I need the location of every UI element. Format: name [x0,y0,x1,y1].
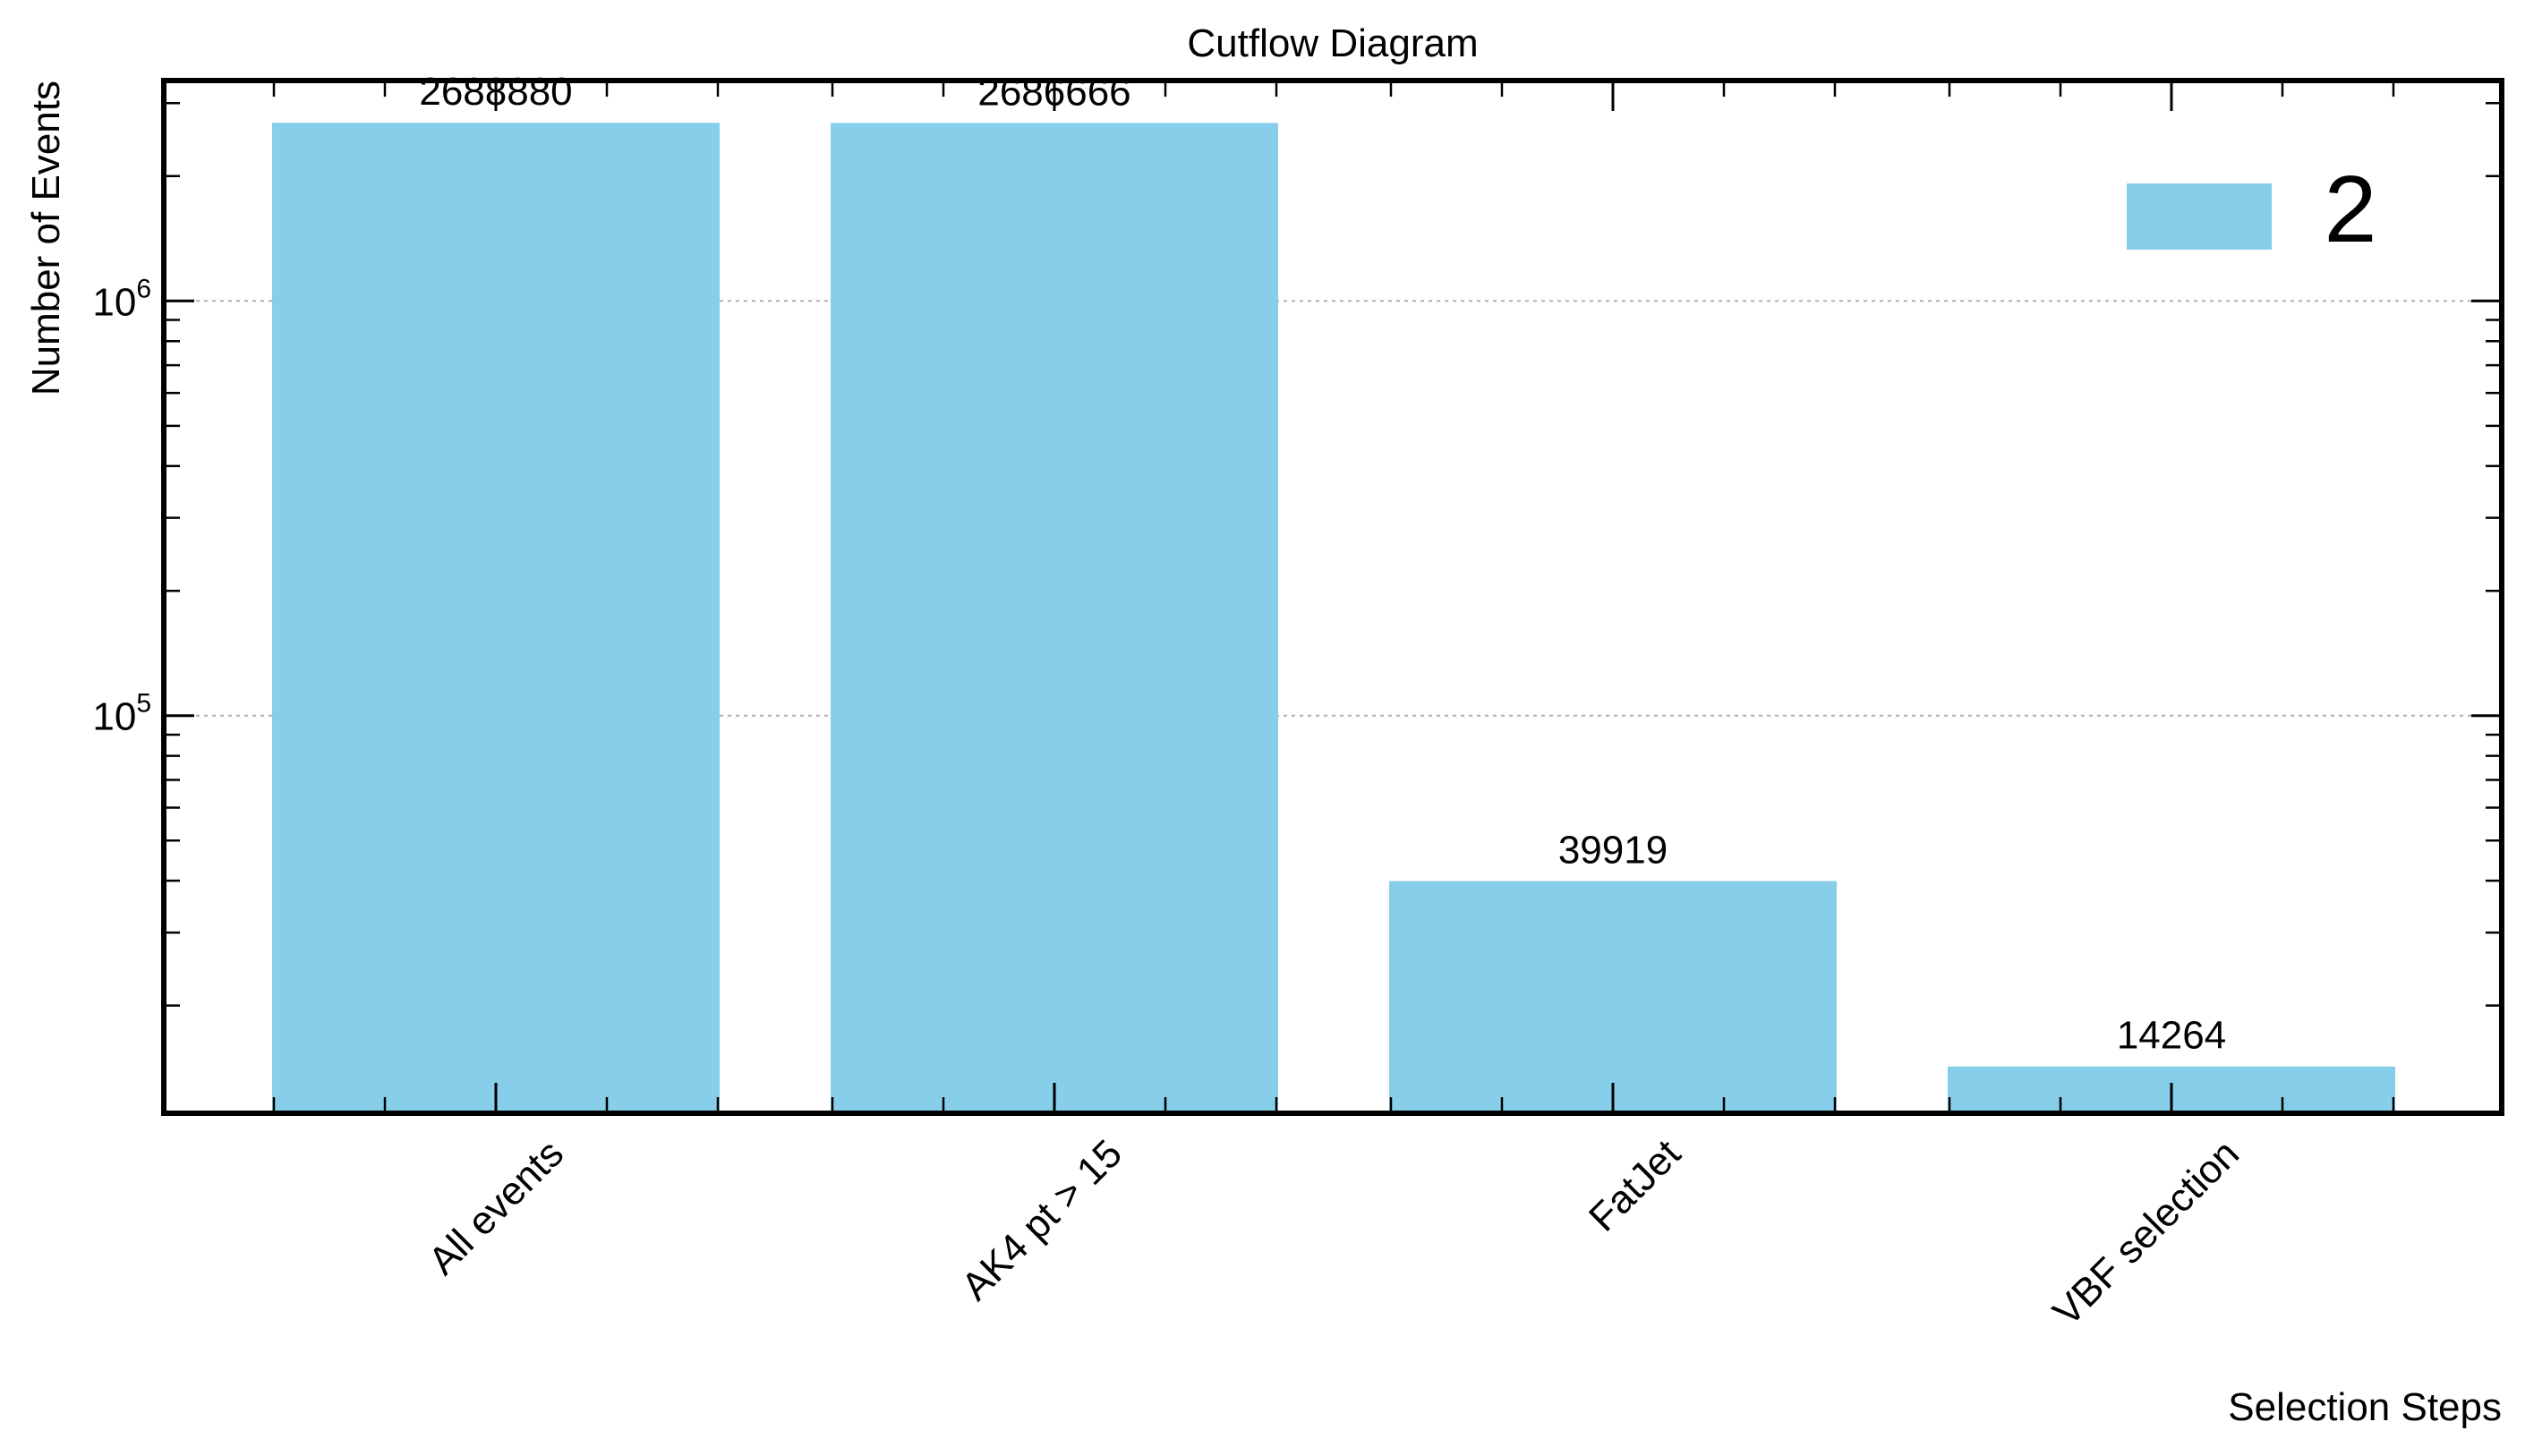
plot-frame [161,78,2504,1116]
legend: 2 [2127,157,2376,262]
x-tick-labels: All events AK4 pt > 15 FatJet VBF selection [421,1131,2248,1334]
y-axis-label: Number of Events [24,81,68,396]
bars [272,123,2395,1114]
y-tick-label: 105 [92,689,151,739]
x-tick-label: VBF selection [2044,1131,2248,1334]
x-tick-label: AK4 pt > 15 [953,1131,1130,1308]
bar-value-label: 14264 [2117,1014,2226,1058]
bar [272,123,720,1113]
bar [831,123,1278,1114]
x-tick-label: FatJet [1581,1131,1689,1239]
legend-swatch [2127,183,2272,250]
bar-value-label: 39919 [1558,829,1668,873]
chart-title: Cutflow Diagram [1187,21,1478,65]
bar [1389,881,1837,1113]
legend-label: 2 [2325,157,2377,262]
x-tick-label: All events [421,1131,573,1283]
y-tick-label: 106 [92,274,151,324]
y-tick-labels: 105 106 [92,274,151,738]
x-axis-label: Selection Steps [2228,1385,2502,1429]
